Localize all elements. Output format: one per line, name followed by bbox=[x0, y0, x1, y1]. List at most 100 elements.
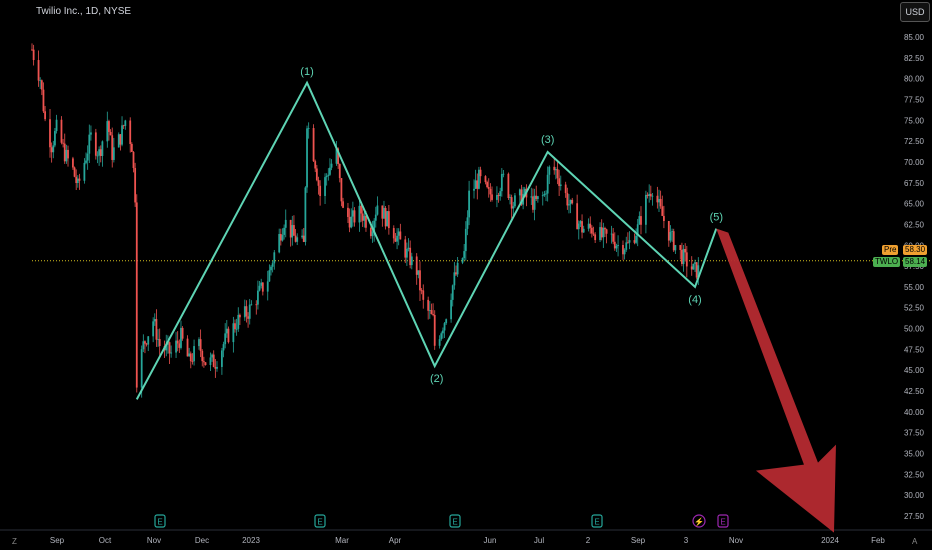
candle-body bbox=[468, 190, 470, 218]
candle-body bbox=[293, 225, 295, 236]
candle-body bbox=[281, 234, 284, 241]
y-axis-tick: 85.00 bbox=[904, 33, 925, 42]
candle-body bbox=[88, 134, 91, 154]
candle-body bbox=[121, 125, 123, 145]
candle-body bbox=[99, 149, 102, 156]
candle-body bbox=[374, 214, 377, 221]
candle-body bbox=[636, 224, 639, 236]
candle-body bbox=[63, 143, 66, 162]
candle-body bbox=[605, 229, 608, 234]
candle-body bbox=[342, 201, 344, 208]
candle-body bbox=[651, 195, 654, 197]
candle-body bbox=[307, 128, 310, 129]
candle-body bbox=[50, 147, 53, 153]
candle-body bbox=[147, 336, 150, 345]
candle-body bbox=[129, 120, 132, 144]
candle-body bbox=[75, 176, 78, 184]
candle-body bbox=[37, 60, 40, 81]
candle-body bbox=[216, 366, 218, 369]
event-marker-label: E bbox=[594, 518, 599, 527]
candle-body bbox=[455, 272, 457, 275]
candle-body bbox=[52, 145, 55, 153]
candle-body bbox=[224, 333, 227, 345]
x-axis-tick: Nov bbox=[729, 536, 743, 545]
x-axis-tick: Jul bbox=[534, 536, 544, 545]
candle-body bbox=[266, 281, 269, 292]
candle-body bbox=[363, 215, 366, 221]
candle-body bbox=[569, 199, 572, 205]
ticker-tag: TWLO bbox=[873, 257, 901, 267]
candle-body bbox=[397, 231, 400, 236]
candle-body bbox=[510, 197, 513, 209]
candle-body bbox=[325, 175, 328, 178]
candle-body bbox=[181, 327, 184, 339]
candle-body bbox=[239, 314, 241, 318]
earnings-event-icon bbox=[154, 514, 166, 528]
candle-body bbox=[484, 176, 487, 183]
candle-body bbox=[440, 333, 443, 340]
candle-body bbox=[152, 321, 155, 337]
candle-body bbox=[514, 195, 516, 207]
candle-body bbox=[512, 206, 515, 209]
candle-body bbox=[394, 238, 397, 242]
candle-body bbox=[337, 148, 340, 165]
currency-button[interactable]: USD bbox=[900, 2, 930, 22]
candle-body bbox=[499, 191, 502, 197]
candle-body bbox=[193, 346, 195, 362]
candle-body bbox=[358, 205, 361, 223]
candle-body bbox=[153, 319, 156, 322]
candle-body bbox=[536, 196, 539, 199]
y-axis-tick: 30.00 bbox=[904, 491, 925, 500]
candle-body bbox=[461, 258, 464, 263]
candle-body bbox=[445, 319, 448, 324]
candle-body bbox=[247, 316, 249, 319]
candle-body bbox=[582, 228, 585, 233]
candle-body bbox=[661, 206, 664, 216]
chart-title: Twilio Inc., 1D, NYSE bbox=[36, 6, 132, 17]
candle-body bbox=[67, 149, 69, 159]
candle-body bbox=[491, 194, 493, 200]
candle-body bbox=[419, 270, 421, 291]
candle-body bbox=[373, 220, 376, 232]
candle-body bbox=[649, 193, 652, 197]
candle-body bbox=[60, 119, 63, 143]
candle-body bbox=[353, 210, 356, 223]
y-axis-tick: 47.50 bbox=[904, 345, 925, 354]
candle-body bbox=[212, 354, 215, 367]
candle-body bbox=[638, 216, 641, 225]
candle-body bbox=[530, 196, 533, 198]
candle-body bbox=[558, 178, 561, 186]
candle-body bbox=[86, 153, 89, 161]
candle-body bbox=[626, 242, 629, 244]
candle-body bbox=[671, 231, 673, 233]
candle-body bbox=[695, 262, 698, 278]
candle-body bbox=[186, 338, 189, 357]
candle-body bbox=[690, 266, 693, 270]
candle-body bbox=[451, 285, 454, 300]
x-axis-tick: 2024 bbox=[821, 536, 839, 545]
y-axis-tick: 50.00 bbox=[904, 325, 925, 334]
candle-body bbox=[258, 285, 261, 291]
candle-body bbox=[648, 193, 651, 197]
candle-body bbox=[119, 134, 122, 145]
candle-body bbox=[157, 338, 159, 340]
candle-body bbox=[65, 149, 68, 162]
corner-right-label[interactable]: A bbox=[912, 537, 918, 546]
y-axis-tick: 27.50 bbox=[904, 512, 925, 521]
candle-body bbox=[291, 225, 294, 238]
candle-body bbox=[497, 195, 500, 197]
candle-body bbox=[315, 168, 318, 181]
candle-body bbox=[189, 353, 192, 362]
candle-body bbox=[361, 213, 364, 221]
candle-body bbox=[140, 349, 143, 388]
candle-body bbox=[176, 340, 179, 344]
candle-body bbox=[198, 339, 200, 347]
candle-body bbox=[284, 219, 287, 228]
corner-left-label[interactable]: Z bbox=[12, 537, 17, 546]
candle-body bbox=[396, 235, 398, 242]
x-axis-tick: Sep bbox=[50, 536, 65, 545]
candle-body bbox=[369, 227, 372, 237]
candle-body bbox=[692, 263, 695, 270]
candle-body bbox=[289, 219, 292, 238]
